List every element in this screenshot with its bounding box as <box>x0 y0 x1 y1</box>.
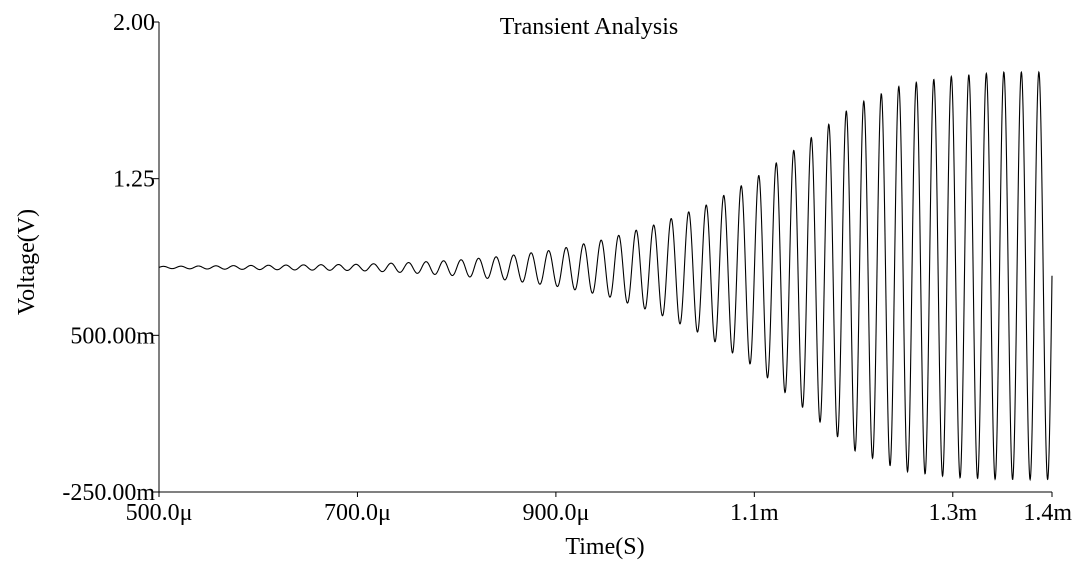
x-tick-label: 1.1m <box>730 500 779 526</box>
y-ticks: 2.00 1.25 500.00m -250.00m <box>62 10 159 506</box>
x-tick-label: 1.4m <box>1023 500 1072 526</box>
axes <box>158 22 1052 493</box>
x-tick-label: 500.0μ <box>126 500 193 526</box>
chart-title: Transient Analysis <box>500 14 678 40</box>
voltage-series-line <box>158 70 1053 482</box>
y-tick-label: 500.00m <box>70 323 155 349</box>
y-axis-label: Voltage(V) <box>14 209 40 315</box>
x-ticks: 500.0μ 700.0μ 900.0μ 1.1m 1.3m 1.4m <box>126 492 1072 526</box>
y-tick-label: 2.00 <box>113 10 155 36</box>
y-tick-label: 1.25 <box>113 167 155 193</box>
x-tick-label: 900.0μ <box>522 500 589 526</box>
series-layer <box>158 70 1053 482</box>
x-tick-label: 700.0μ <box>324 500 391 526</box>
x-axis-label: Time(S) <box>565 534 644 560</box>
y-tick-label: -250.00m <box>62 480 155 506</box>
x-tick-label: 1.3m <box>928 500 977 526</box>
